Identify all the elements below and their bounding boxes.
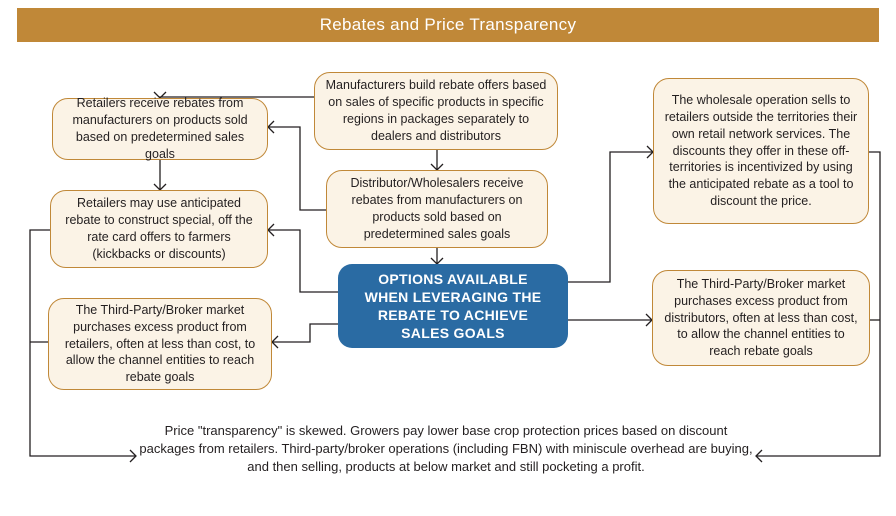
box-retailers-may-use: Retailers may use anticipated rebate to …: [50, 190, 268, 268]
box-text: Manufacturers build rebate offers based …: [325, 77, 547, 145]
footer-text: Price "transparency" is skewed. Growers …: [136, 422, 756, 477]
diagram-canvas: Retailers receive rebates from manufactu…: [0, 42, 896, 502]
box-retailers-receive: Retailers receive rebates from manufactu…: [52, 98, 268, 160]
center-box: OPTIONS AVAILABLE WHEN LEVERAGING THE RE…: [338, 264, 568, 348]
title-bar: Rebates and Price Transparency: [17, 8, 879, 42]
box-text: The Third-Party/Broker market purchases …: [663, 276, 859, 360]
box-text: The Third-Party/Broker market purchases …: [59, 302, 261, 386]
box-text: Retailers receive rebates from manufactu…: [63, 95, 257, 163]
box-text: The wholesale operation sells to retaile…: [664, 92, 858, 210]
box-third-party-retailers: The Third-Party/Broker market purchases …: [48, 298, 272, 390]
box-third-party-distributors: The Third-Party/Broker market purchases …: [652, 270, 870, 366]
center-text: OPTIONS AVAILABLE WHEN LEVERAGING THE RE…: [356, 270, 550, 343]
box-distributor-receive: Distributor/Wholesalers receive rebates …: [326, 170, 548, 248]
footer-content: Price "transparency" is skewed. Growers …: [139, 423, 752, 474]
box-text: Distributor/Wholesalers receive rebates …: [337, 175, 537, 243]
box-text: Retailers may use anticipated rebate to …: [61, 195, 257, 263]
box-wholesale-operation: The wholesale operation sells to retaile…: [653, 78, 869, 224]
box-manufacturers-build: Manufacturers build rebate offers based …: [314, 72, 558, 150]
title-text: Rebates and Price Transparency: [320, 15, 577, 34]
